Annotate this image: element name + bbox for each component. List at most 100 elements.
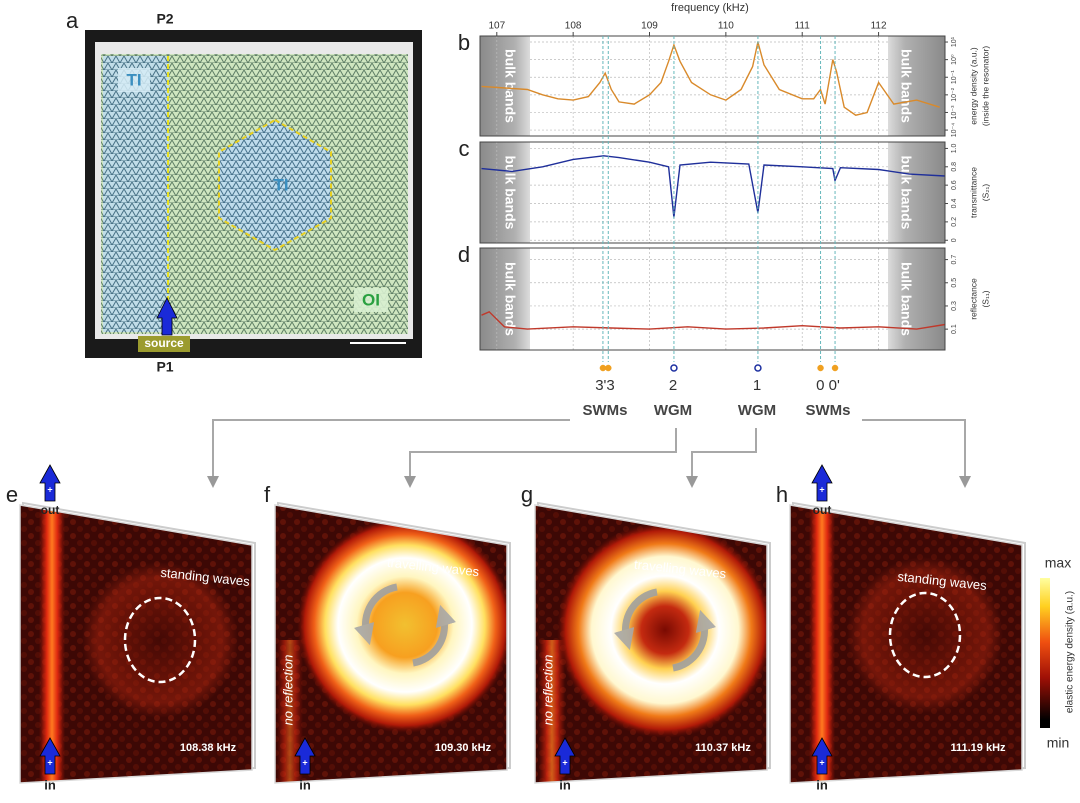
connectors: [207, 419, 971, 488]
frequency-label: 110.37 kHz: [695, 742, 751, 754]
port-label: P2: [156, 11, 173, 27]
y-tick-label: 10⁰: [950, 54, 958, 65]
panel-label: e: [6, 482, 18, 507]
y-tick-label: 10⁻⁴: [951, 123, 958, 138]
frequency-label: 108.38 kHz: [180, 742, 237, 754]
plot-background: [480, 248, 945, 350]
x-tick-label: 109: [641, 21, 658, 32]
source-label: source: [144, 336, 184, 350]
mode-number: 3'3: [595, 377, 615, 394]
panel-label: h: [776, 482, 788, 507]
resonator-outline: [888, 591, 962, 679]
resonator-field: [297, 517, 507, 733]
bulk-band-label: bulk bands: [898, 156, 914, 230]
panel-label: d: [458, 242, 470, 267]
port-arrow: [811, 464, 833, 502]
x-tick-label: 112: [871, 21, 887, 32]
bulk-band: [480, 248, 530, 350]
resonator-glow: [847, 557, 1003, 713]
bulk-band: [888, 248, 945, 350]
mode-marker: [831, 364, 839, 372]
colorbar-label: elastic energy density (a.u.): [1065, 591, 1076, 713]
frequency-label: 111.19 kHz: [950, 742, 1006, 754]
colorbar-min: min: [1047, 735, 1070, 751]
connector: [686, 428, 757, 488]
y-axis-label: energy density (a.u.): [968, 47, 978, 125]
x-axis-label: frequency (kHz): [671, 2, 749, 14]
connector: [862, 419, 971, 488]
spectrum-line: [481, 310, 946, 330]
label-bg: [354, 288, 388, 312]
plot-frame: [479, 35, 946, 137]
y-tick-label: 0.3: [951, 301, 958, 311]
port-arrow: [39, 737, 61, 775]
port-plus: +: [47, 484, 52, 494]
connector: [207, 419, 570, 488]
port-in-label: in: [559, 777, 571, 792]
map-content: [535, 505, 767, 783]
y-axis-label: (S₁₁): [980, 290, 990, 307]
plot-background: [480, 142, 945, 243]
y-tick-label: 0.4: [951, 199, 958, 209]
colorbar-max: max: [1045, 555, 1071, 571]
circulation-arrow: [354, 583, 398, 646]
port-plus: +: [819, 757, 824, 767]
colorbar: max min elastic energy density (a.u.): [1040, 555, 1076, 751]
frequency-label: 109.30 kHz: [435, 742, 492, 754]
colorbar-gradient: [1040, 578, 1050, 720]
plot-background: [480, 36, 945, 136]
source-box: [138, 336, 190, 352]
panel-label: b: [458, 30, 470, 55]
y-tick-label: 0: [951, 238, 958, 242]
bulk-band-label: bulk bands: [502, 49, 518, 123]
port-arrow: [39, 464, 61, 502]
y-axis-label: (inside the resonator): [980, 46, 990, 126]
y-tick-label: 1.0: [951, 143, 958, 153]
panel-label: a: [66, 8, 79, 33]
resonator-field: [557, 522, 767, 738]
bulk-band-label: bulk bands: [502, 156, 518, 230]
mode-number: 0 0': [816, 377, 840, 394]
region-label: TI: [273, 175, 288, 194]
port-arrow: [811, 737, 833, 775]
panel-label: f: [264, 482, 271, 507]
note-label: no reflection: [280, 655, 295, 726]
y-tick-label: 10⁻¹: [951, 70, 958, 84]
x-tick-label: 108: [565, 21, 582, 32]
region-label: TI: [126, 70, 141, 89]
ti-strip: [103, 56, 168, 332]
circulation-arrow: [672, 609, 716, 672]
y-tick-label: 10¹: [951, 36, 958, 47]
note-label: no reflection: [540, 655, 555, 726]
bulk-band: [480, 36, 530, 136]
source-arrow: [156, 297, 178, 336]
x-tick-label: 110: [718, 21, 734, 32]
mode-kind: WGM: [654, 402, 692, 419]
bulk-band: [480, 142, 530, 243]
mode-marker: [817, 364, 824, 372]
plot-frame: [479, 247, 946, 351]
bulk-band: [888, 36, 945, 136]
connector: [404, 428, 677, 488]
label-bg: [118, 68, 150, 92]
waveguide-field: [809, 505, 835, 783]
y-tick-label: 0.6: [951, 180, 958, 190]
map-frame: [274, 504, 508, 784]
waveguide-field: [39, 505, 65, 783]
region-label: OI: [362, 290, 380, 309]
spectrum-line: [481, 41, 940, 116]
port-plus: +: [302, 757, 307, 767]
bulk-band-label: bulk bands: [898, 262, 914, 336]
map-content: [275, 505, 507, 783]
port-arrow: [294, 737, 316, 775]
mode-kind: SWMs: [806, 402, 851, 419]
port-in-label: in: [44, 777, 56, 792]
y-axis-label: (S₂₁): [980, 184, 990, 202]
resonator-glow: [82, 562, 238, 718]
panel-label: c: [459, 136, 470, 161]
port-plus: +: [562, 757, 567, 767]
